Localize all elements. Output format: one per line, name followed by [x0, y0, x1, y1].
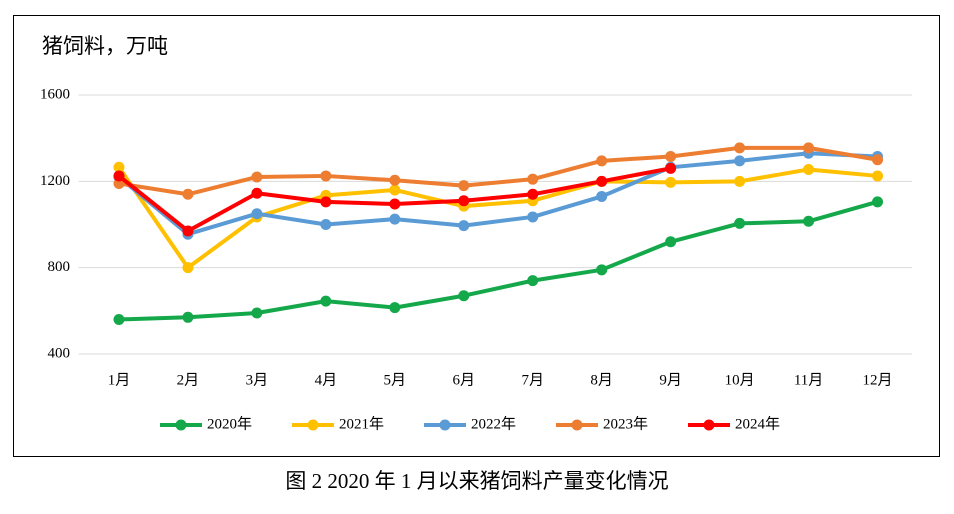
legend-marker [439, 419, 451, 431]
point [734, 217, 746, 229]
point [182, 311, 194, 323]
point [251, 171, 263, 183]
point [803, 142, 815, 154]
point [665, 236, 677, 248]
x-tick-label: 2月 [177, 372, 200, 388]
point [665, 176, 677, 188]
point [734, 155, 746, 167]
y-tick-label: 1600 [40, 86, 70, 102]
legend-label: 2022年 [471, 415, 516, 432]
point [320, 196, 332, 208]
legend-label: 2021年 [339, 415, 384, 432]
chart-border [13, 15, 940, 457]
point [734, 142, 746, 154]
x-tick-label: 4月 [315, 372, 338, 388]
caption: 图 2 2020 年 1 月以来猪饲料产量变化情况 [285, 469, 668, 493]
point [389, 198, 401, 210]
point [596, 175, 608, 187]
point [113, 313, 125, 325]
point [872, 170, 884, 182]
legend-marker [571, 419, 583, 431]
point [182, 262, 194, 274]
point [734, 175, 746, 187]
point [389, 174, 401, 186]
point [527, 275, 539, 287]
point [872, 196, 884, 208]
point [665, 151, 677, 163]
legend-marker [175, 419, 187, 431]
point [320, 295, 332, 307]
legend-label: 2020年 [207, 415, 252, 432]
point [596, 155, 608, 167]
point [803, 163, 815, 175]
series-line [118, 145, 878, 197]
point [389, 213, 401, 225]
x-tick-label: 5月 [384, 372, 407, 388]
x-tick-label: 3月 [246, 372, 269, 388]
point [596, 190, 608, 202]
point [389, 302, 401, 314]
point [182, 225, 194, 237]
x-tick-label: 8月 [590, 372, 613, 388]
point [251, 187, 263, 199]
axis-title: 猪饲料，万吨 [42, 34, 168, 58]
y-tick-label: 400 [48, 345, 71, 361]
x-tick-label: 6月 [453, 372, 476, 388]
point [320, 170, 332, 182]
x-tick-label: 11月 [794, 372, 823, 388]
y-tick-label: 1200 [40, 173, 70, 189]
legend-marker [703, 419, 715, 431]
point [113, 177, 125, 189]
legend-label: 2024年 [735, 415, 780, 432]
point [389, 184, 401, 196]
x-tick-label: 9月 [659, 372, 682, 388]
point [113, 161, 125, 173]
point [596, 264, 608, 276]
point [872, 154, 884, 166]
point [527, 188, 539, 200]
point [665, 162, 677, 174]
x-tick-label: 7月 [521, 372, 544, 388]
series-line [118, 199, 879, 322]
point [527, 211, 539, 223]
legend-marker [307, 419, 319, 431]
point [458, 290, 470, 302]
series-line [117, 166, 878, 270]
point [458, 195, 470, 207]
point [458, 220, 470, 232]
series-line [117, 151, 878, 237]
point [113, 170, 125, 182]
legend-label: 2023年 [603, 415, 648, 432]
point [803, 215, 815, 227]
point [320, 219, 332, 230]
x-tick-label: 12月 [863, 372, 893, 388]
x-tick-label: 10月 [725, 372, 755, 388]
point [251, 307, 263, 319]
point [251, 208, 263, 220]
point [182, 188, 194, 200]
point [527, 173, 539, 185]
point [458, 180, 470, 192]
y-tick-label: 800 [48, 259, 71, 275]
x-tick-label: 1月 [108, 372, 131, 388]
